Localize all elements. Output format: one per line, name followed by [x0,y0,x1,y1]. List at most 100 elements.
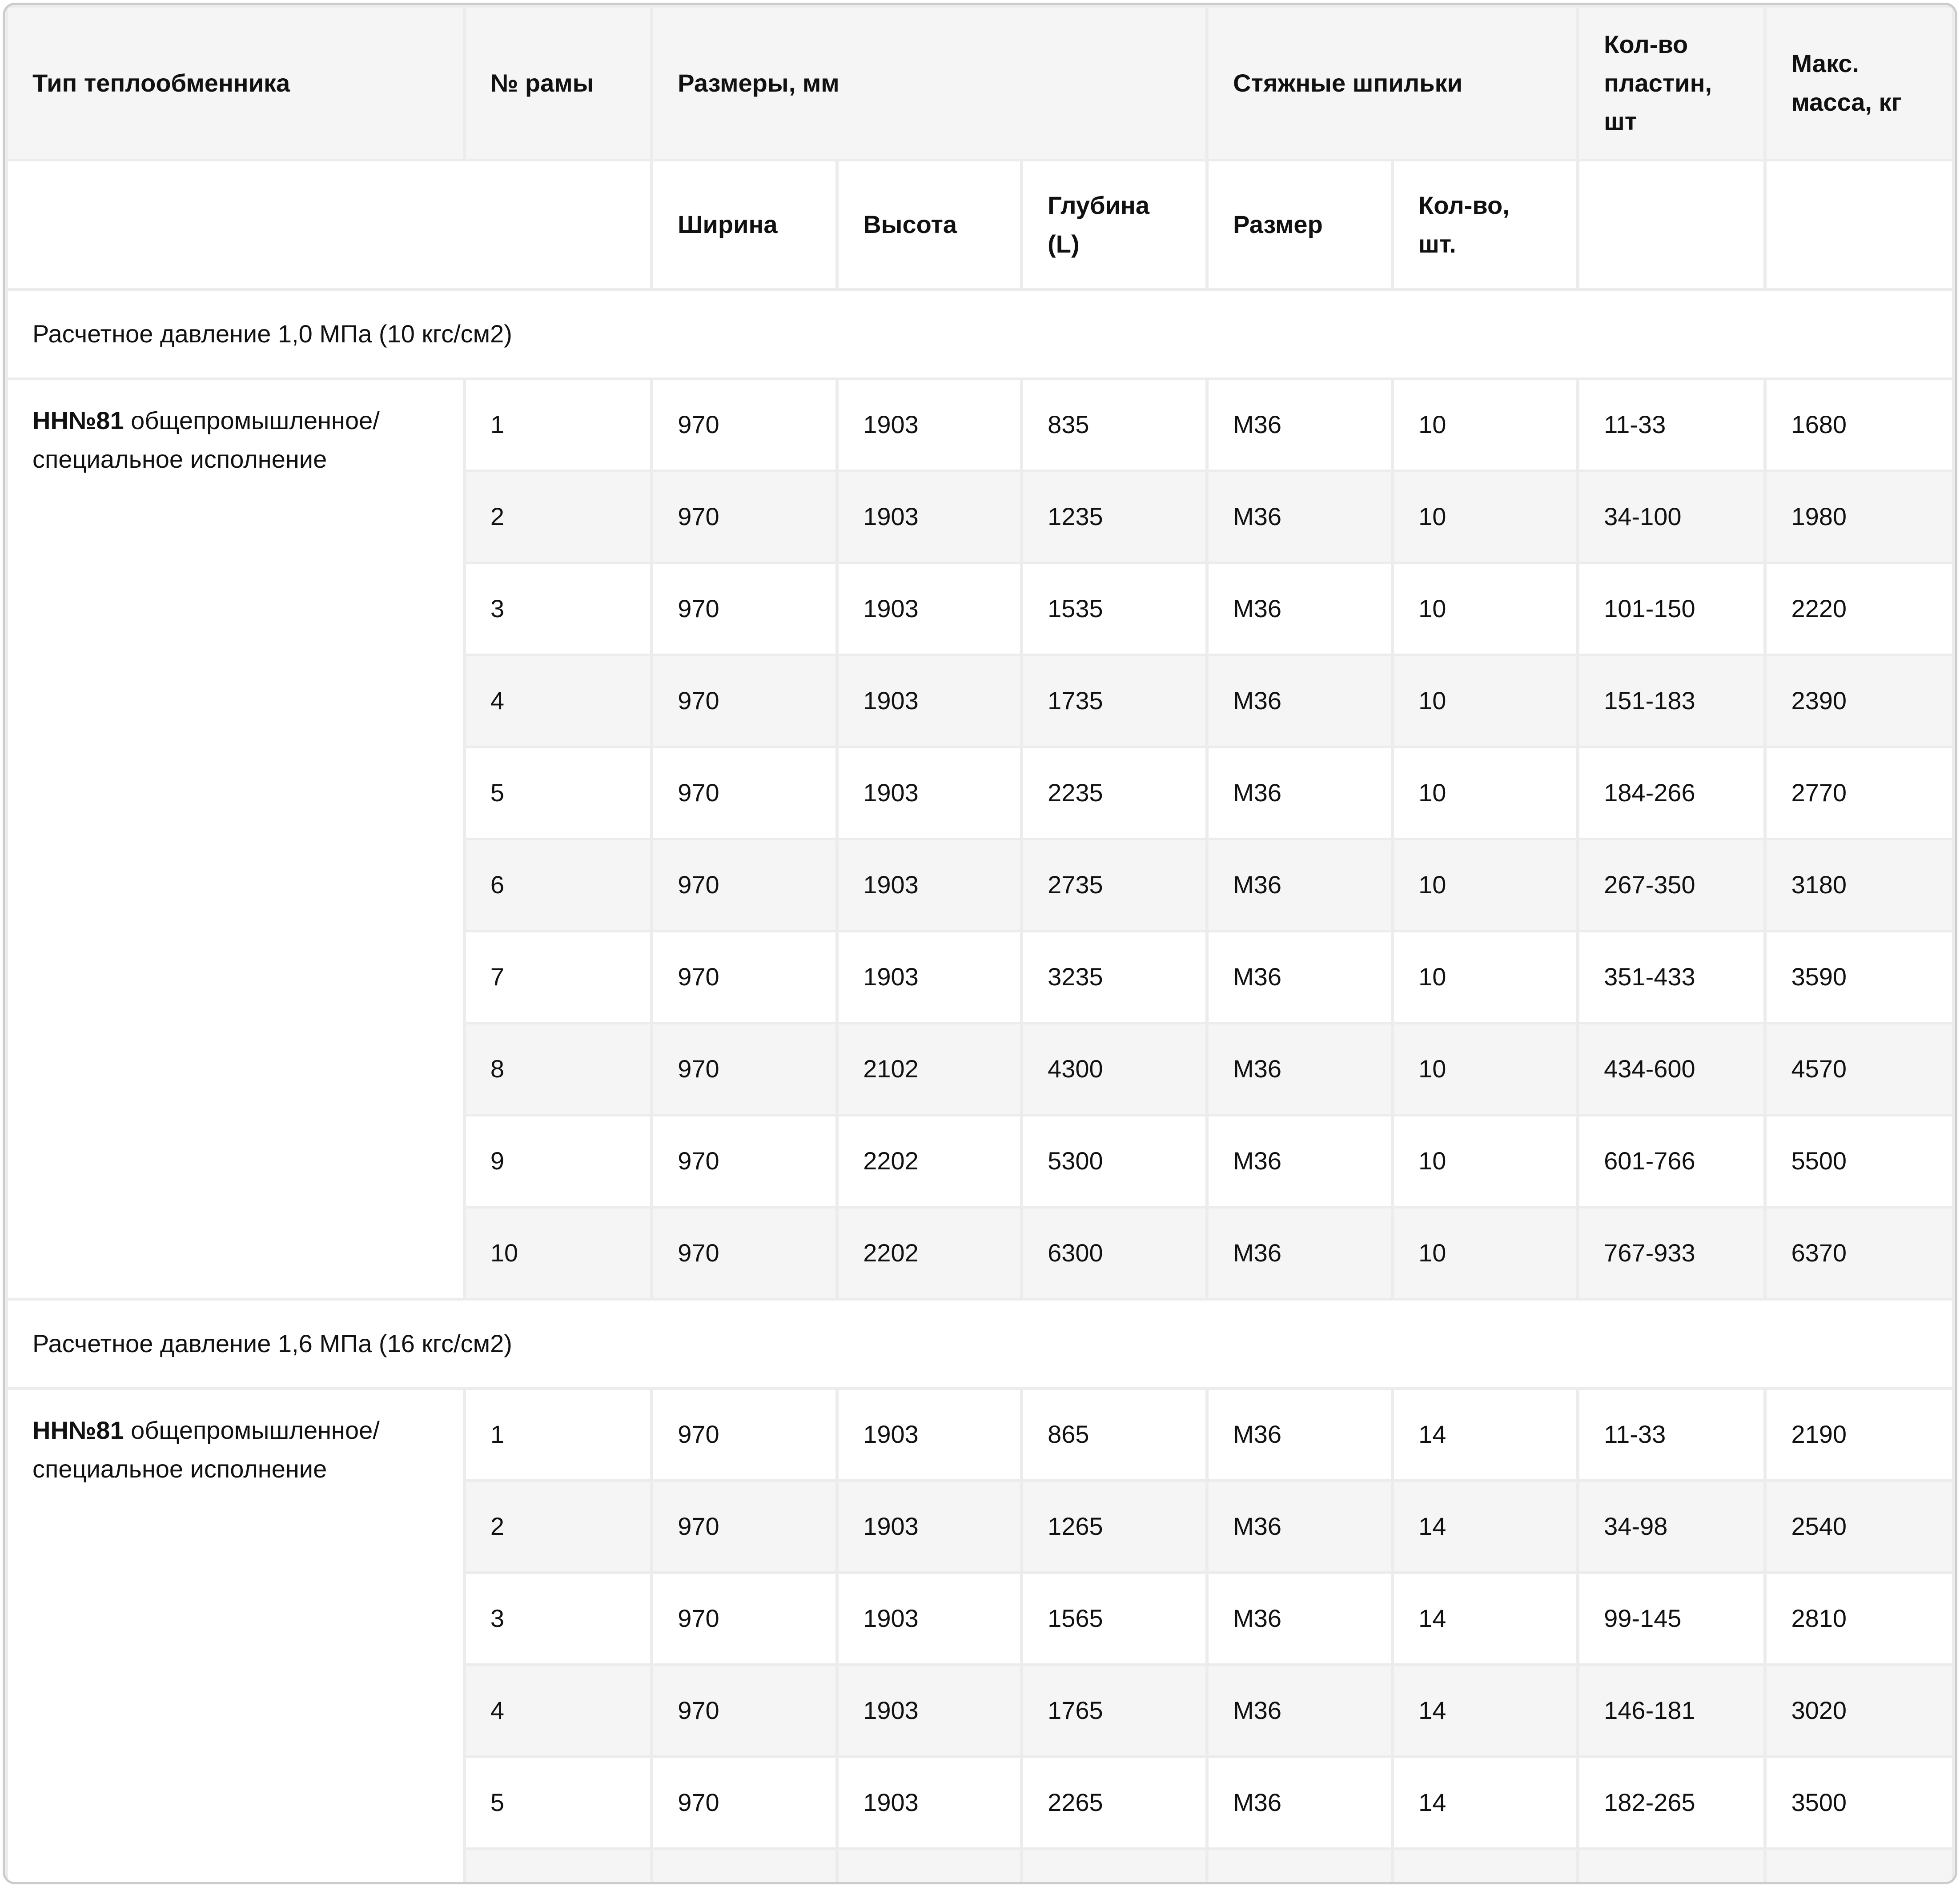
cell-stud-size: М36 [1209,840,1391,930]
cell-stud-qty: 14 [1394,1390,1577,1479]
cell-stud-qty: 10 [1394,1208,1577,1298]
col-header-plates: Кол-во пластин, шт [1579,8,1764,159]
data-row: 3 970 1903 1565 М36 14 99-145 2810 [8,1574,1952,1663]
col-header-frame: № рамы [466,8,651,159]
exchanger-type-cell: НН№81 общепромышленное/специальное испол… [8,380,463,1298]
cell-stud-size: М36 [1209,1850,1391,1882]
cell-stud-size: М36 [1209,932,1391,1022]
cell-width: 970 [653,1390,836,1479]
data-row: 10 970 2202 6300 М36 10 767-933 6370 [8,1208,1952,1298]
cell-frame: 9 [466,1116,651,1206]
cell-frame: 7 [466,932,651,1022]
cell-height: 1903 [839,380,1020,470]
empty-header-cell [1579,161,1764,288]
cell-width: 970 [653,932,836,1022]
cell-height: 1903 [839,1666,1020,1755]
cell-depth: 3235 [1023,932,1206,1022]
exchanger-model: НН№81 [32,406,124,434]
cell-plates: 351-433 [1579,932,1764,1022]
cell-stud-size: М36 [1209,656,1391,746]
cell-depth: 4300 [1023,1024,1206,1114]
cell-mass: 2770 [1767,748,1952,838]
cell-frame: 6 [466,840,651,930]
cell-frame: 1 [466,380,651,470]
cell-depth: 1765 [1023,1666,1206,1755]
cell-stud-qty: 10 [1394,1024,1577,1114]
cell-plates: 267-350 [1579,840,1764,930]
exchanger-type-text: общепромышленное/ [124,1416,380,1444]
cell-depth: 6300 [1023,1208,1206,1298]
cell-width: 970 [653,656,836,746]
cell-depth: 2265 [1023,1758,1206,1847]
cell-width: 970 [653,380,836,470]
cell-frame: 3 [466,564,651,654]
cell-depth: 5300 [1023,1116,1206,1206]
data-row: 5 970 1903 2265 М36 14 182-265 3500 [8,1758,1952,1847]
cell-stud-size: М36 [1209,472,1391,562]
cell-depth: 1735 [1023,656,1206,746]
data-row: 2 970 1903 1235 М36 10 34-100 1980 [8,472,1952,562]
cell-height: 2202 [839,1116,1020,1206]
section-title: Расчетное давление 1,0 МПа (10 кгс/см2) [8,291,1952,377]
cell-mass: 3590 [1767,932,1952,1022]
cell-frame: 6 [466,1850,651,1882]
data-row: 2 970 1903 1265 М36 14 34-98 2540 [8,1482,1952,1571]
cell-width: 970 [653,1116,836,1206]
cell-height: 1903 [839,1482,1020,1571]
cell-plates: 182-265 [1579,1758,1764,1847]
section-title: Расчетное давление 1,6 МПа (16 кгс/см2) [8,1301,1952,1387]
cell-plates: 434-600 [1579,1024,1764,1114]
col-header-height: Высота [839,161,1020,288]
data-row: 4 970 1903 1765 М36 14 146-181 3020 [8,1666,1952,1755]
empty-header-cell [1767,161,1952,288]
cell-stud-qty: 14 [1394,1482,1577,1571]
cell-mass: 2540 [1767,1482,1952,1571]
data-row: 6 970 1903 2735 М36 10 267-350 3180 [8,840,1952,930]
cell-stud-qty: 14 [1394,1574,1577,1663]
cell-plates: 11-33 [1579,1390,1764,1479]
cell-depth: 1565 [1023,1574,1206,1663]
data-row: НН№81 общепромышленное/специальное испол… [8,1390,1952,1882]
cell-height: 1903 [839,1758,1020,1847]
empty-header-cell [8,161,651,288]
cell-stud-qty: 10 [1394,748,1577,838]
col-header-mass: Макс. масса, кг [1767,8,1952,159]
exchanger-type-text: общепромышленное/ [124,406,380,434]
cell-mass: 1980 [1767,472,1952,562]
cell-mass: 2220 [1767,564,1952,654]
exchanger-type-text: специальное исполнение [32,445,327,473]
data-row: 7 970 1903 3235 М36 10 351-433 3590 [8,932,1952,1022]
cell-frame: 3 [466,1574,651,1663]
cell-stud-size: М36 [1209,1208,1391,1298]
cell-depth: 865 [1023,1390,1206,1479]
col-header-width: Ширина [653,161,836,288]
cell-mass: 6370 [1767,1208,1952,1298]
cell-height: 1903 [839,472,1020,562]
cell-plates: 11-33 [1579,380,1764,470]
data-row: НН№81 общепромышленное/специальное испол… [8,380,1952,1298]
data-row: 4 970 1903 1735 М36 10 151-183 2390 [8,656,1952,746]
cell-width: 970 [653,472,836,562]
cell-depth: 1535 [1023,564,1206,654]
cell-width: 970 [653,564,836,654]
col-header-studs: Стяжные шпильки [1209,8,1577,159]
data-row: 3 970 1903 1535 М36 10 101-150 2220 [8,564,1952,654]
cell-frame: 2 [466,472,651,562]
cell-plates: 34-100 [1579,472,1764,562]
section-header-row: Расчетное давление 1,0 МПа (10 кгс/см2) [8,291,1952,377]
cell-stud-qty: 10 [1394,656,1577,746]
col-header-stud-qty: Кол-во, шт. [1394,161,1577,288]
cell-stud-size: М36 [1209,1574,1391,1663]
cell-stud-size: М36 [1209,1666,1391,1755]
cell-stud-qty: 10 [1394,840,1577,930]
data-row: 8 970 2102 4300 М36 10 434-600 4570 [8,1024,1952,1114]
cell-width: 970 [653,748,836,838]
cell-stud-size: М36 [1209,1758,1391,1847]
data-row: 697019032765М3614266-3483980 [8,1850,1952,1882]
cell-height: 1903 [839,932,1020,1022]
data-row: 9 970 2202 5300 М36 10 601-766 5500 [8,1116,1952,1206]
cell-stud-size: М36 [1209,748,1391,838]
cell-mass: 1680 [1767,380,1952,470]
cell-mass: 3980 [1767,1850,1952,1882]
cell-width: 970 [653,1574,836,1663]
